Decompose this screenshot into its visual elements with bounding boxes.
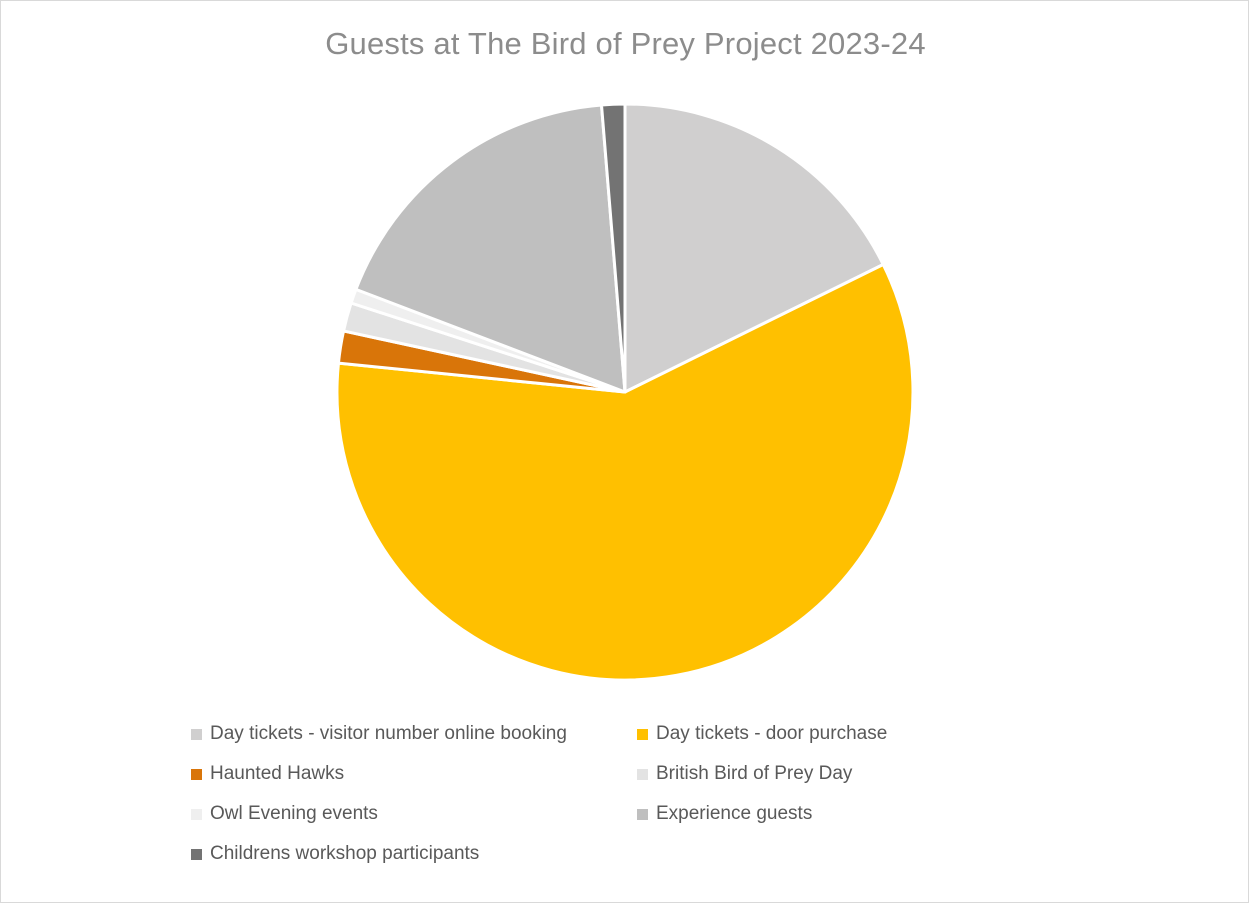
pie-slice-6 <box>600 102 627 394</box>
legend-swatch-0 <box>191 728 202 740</box>
legend-item-1: Day tickets - door purchase <box>637 719 951 749</box>
legend-label-6: Childrens workshop participants <box>210 843 480 864</box>
legend-item-3: British Bird of Prey Day <box>637 759 951 789</box>
legend-label-3: British Bird of Prey Day <box>656 763 853 784</box>
legend: Day tickets - visitor number online book… <box>191 719 951 869</box>
pie-slice-1 <box>335 262 915 682</box>
chart-title: Guests at The Bird of Prey Project 2023-… <box>325 26 926 61</box>
legend-label-4: Owl Evening events <box>210 803 378 824</box>
legend-swatch-5 <box>637 808 648 820</box>
legend-item-5: Experience guests <box>637 799 951 829</box>
legend-label-5: Experience guests <box>656 803 813 824</box>
legend-label-1: Day tickets - door purchase <box>656 723 888 744</box>
legend-swatch-4 <box>191 808 202 820</box>
pie-slice-5 <box>354 103 627 394</box>
legend-swatch-6 <box>191 848 202 860</box>
legend-item-2: Haunted Hawks <box>191 759 637 789</box>
legend-item-0: Day tickets - visitor number online book… <box>191 719 637 749</box>
legend-item-4: Owl Evening events <box>191 799 637 829</box>
legend-label-0: Day tickets - visitor number online book… <box>210 723 567 744</box>
pie-slice-0 <box>623 102 885 394</box>
legend-swatch-2 <box>191 768 202 780</box>
legend-swatch-3 <box>637 768 648 780</box>
legend-item-6: Childrens workshop participants <box>191 839 637 869</box>
legend-label-2: Haunted Hawks <box>210 763 345 784</box>
legend-swatch-1 <box>637 728 648 740</box>
